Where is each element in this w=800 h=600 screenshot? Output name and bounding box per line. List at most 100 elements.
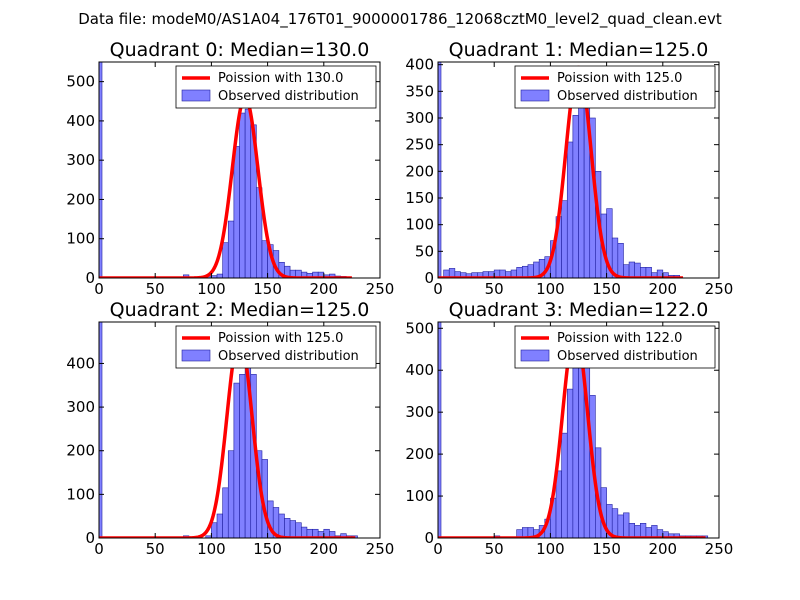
x-tick-label: 50 <box>146 280 165 298</box>
y-tick-label: 300 <box>405 403 434 421</box>
x-tick-label: 150 <box>592 540 621 558</box>
x-tick-label: 100 <box>536 280 565 298</box>
legend-poisson-label: Poission with 125.0 <box>218 331 343 346</box>
histogram-bar <box>211 522 218 538</box>
y-tick-label: 200 <box>405 445 434 463</box>
legend-histogram-swatch <box>181 349 211 362</box>
histogram-bar <box>611 508 619 538</box>
poisson-curve <box>99 335 357 538</box>
legend-poisson-label: Poission with 130.0 <box>218 71 343 86</box>
histogram-bar <box>572 348 579 538</box>
histogram-bar <box>566 388 574 538</box>
y-tick-label: 500 <box>405 319 434 337</box>
figure-title: Data file: modeM0/AS1A04_176T01_90000017… <box>78 10 722 29</box>
y-tick-label: 0 <box>85 269 95 287</box>
plot-area <box>438 62 685 278</box>
x-tick-label: 0 <box>94 540 104 558</box>
histogram-bar <box>617 243 624 278</box>
histogram-bar <box>628 523 636 538</box>
legend: Poission with 125.0 Observed distribution <box>514 65 716 109</box>
panel-quadrant-0: Quadrant 0: Median=130.0 0 50 100 150 200 250 0… <box>66 39 394 298</box>
y-tick-label: 100 <box>66 485 95 503</box>
x-tick-label: 250 <box>366 280 395 298</box>
histogram-bar <box>566 141 574 278</box>
y-tick-label: 0 <box>424 529 434 547</box>
y-tick-label: 350 <box>405 82 434 100</box>
histogram-bar <box>227 450 235 538</box>
legend-histogram-swatch <box>520 89 550 102</box>
x-tick-label: 200 <box>309 280 338 298</box>
histogram-bar <box>651 525 658 538</box>
legend-histogram-label: Observed distribution <box>557 89 698 104</box>
y-tick-label: 100 <box>405 487 434 505</box>
histogram-bar <box>578 363 585 538</box>
y-tick-label: 400 <box>66 112 95 130</box>
histogram-bar <box>233 382 240 538</box>
x-tick-label: 100 <box>197 280 226 298</box>
y-tick-label: 200 <box>66 190 95 208</box>
axes-frame <box>437 61 720 279</box>
histogram-bar <box>289 520 296 538</box>
legend: Poission with 130.0 Observed distribution <box>175 65 377 109</box>
y-tick-label: 300 <box>405 109 434 127</box>
histogram-bar <box>578 101 585 278</box>
y-tick-label: 100 <box>66 230 95 248</box>
y-tick-label: 100 <box>405 216 434 234</box>
x-tick-label: 250 <box>366 540 395 558</box>
x-tick-label: 150 <box>592 280 621 298</box>
legend: Poission with 122.0 Observed distribution <box>514 325 716 369</box>
y-tick-label: 400 <box>405 56 434 74</box>
histogram-bar <box>239 112 246 278</box>
legend: Poission with 125.0 Observed distribution <box>175 325 377 369</box>
legend-histogram-swatch <box>181 89 211 102</box>
x-tick-label: 250 <box>705 540 734 558</box>
histogram-bar <box>628 261 636 278</box>
histogram-bar <box>244 108 252 278</box>
histogram-bar <box>617 514 624 538</box>
histogram-bar <box>634 262 641 278</box>
panel-quadrant-3: Quadrant 3: Median=122.0 0 50 100 150 200 250 0… <box>405 299 733 558</box>
histogram-bar-zero-bin <box>99 322 103 538</box>
y-tick-label: 0 <box>85 529 95 547</box>
x-tick-label: 50 <box>146 540 165 558</box>
histogram-bar <box>227 220 235 278</box>
axes-frame <box>437 321 720 539</box>
plot-area <box>99 322 358 538</box>
panel-title: Quadrant 3: Median=122.0 <box>449 299 709 321</box>
x-tick-label: 200 <box>648 540 677 558</box>
histogram-bar <box>634 525 641 538</box>
x-tick-label: 0 <box>433 540 443 558</box>
y-tick-label: 400 <box>405 361 434 379</box>
x-tick-label: 0 <box>94 280 104 298</box>
x-tick-label: 200 <box>648 280 677 298</box>
histogram-bar <box>216 273 223 278</box>
histogram-bar <box>261 240 268 278</box>
panel-quadrant-1: Quadrant 1: Median=125.0 0 50 100 150 200 250 0… <box>405 39 733 298</box>
x-tick-label: 50 <box>485 280 504 298</box>
x-tick-label: 0 <box>433 280 443 298</box>
legend-histogram-label: Observed distribution <box>557 349 698 364</box>
histogram-bar <box>561 432 568 538</box>
panel-title: Quadrant 1: Median=125.0 <box>449 39 709 61</box>
y-tick-label: 500 <box>66 73 95 91</box>
histogram-bar <box>278 513 285 538</box>
panel-title: Quadrant 0: Median=130.0 <box>110 39 370 61</box>
legend-histogram-label: Observed distribution <box>218 349 359 364</box>
legend-histogram-label: Observed distribution <box>218 89 359 104</box>
y-tick-label: 400 <box>66 354 95 372</box>
x-tick-label: 50 <box>485 540 504 558</box>
panel-quadrant-2: Quadrant 2: Median=125.0 0 50 100 150 200 250 0… <box>66 299 394 558</box>
x-tick-label: 150 <box>253 280 282 298</box>
histogram-bar <box>222 487 229 538</box>
poisson-curve <box>438 65 685 278</box>
y-tick-label: 0 <box>424 269 434 287</box>
histogram-bar <box>623 512 630 538</box>
histogram-bar <box>239 374 246 538</box>
histogram-bar-zero-bin <box>99 62 103 278</box>
histogram-bar <box>640 523 647 538</box>
x-tick-label: 100 <box>536 540 565 558</box>
legend-poisson-label: Poission with 122.0 <box>557 331 682 346</box>
histogram-bar <box>284 518 291 538</box>
axes-frame <box>98 321 381 539</box>
